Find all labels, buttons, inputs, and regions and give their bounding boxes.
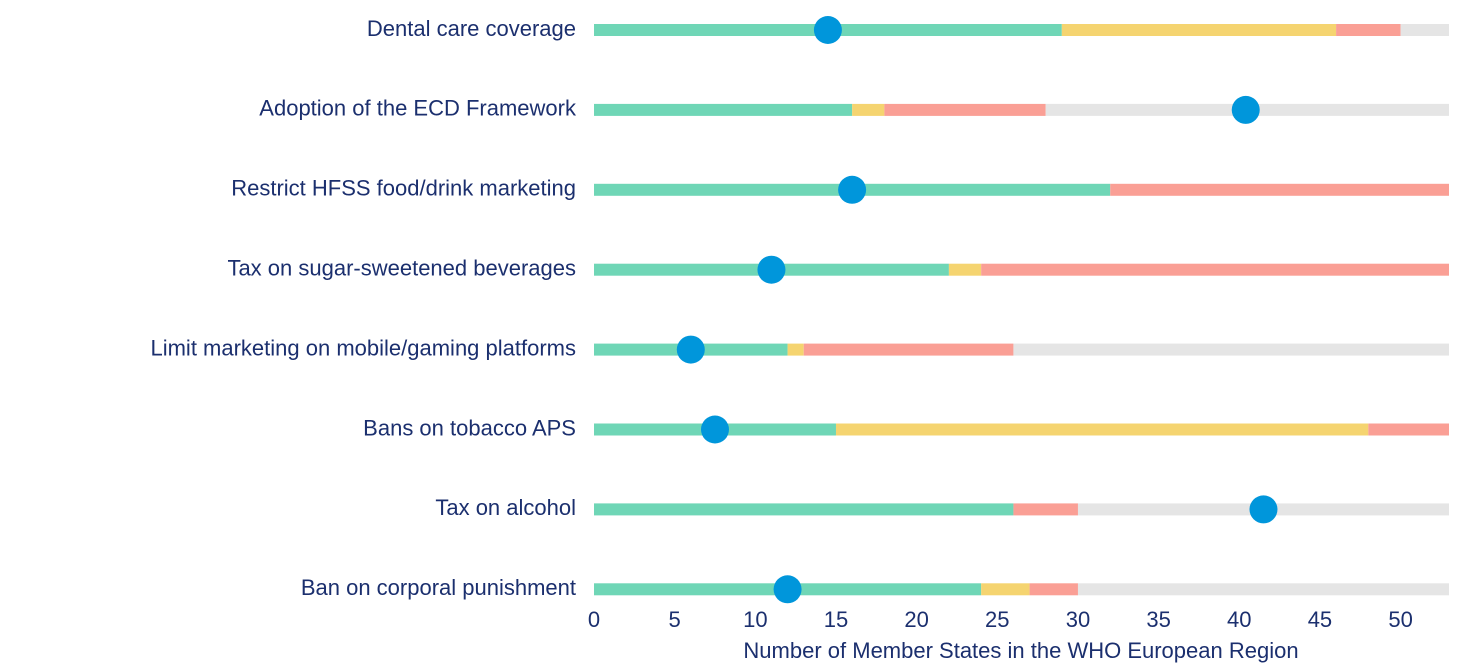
marker-dot <box>1231 95 1260 124</box>
marker-dot <box>773 575 802 604</box>
marker-dot <box>838 175 867 204</box>
bar-segment <box>1110 183 1449 196</box>
y-tick-label: Dental care coverage <box>367 16 576 41</box>
x-tick-label: 40 <box>1227 607 1251 632</box>
x-tick-label: 25 <box>985 607 1009 632</box>
x-tick-label: 10 <box>743 607 767 632</box>
bar-segment <box>852 103 885 116</box>
x-tick-label: 0 <box>588 607 600 632</box>
y-tick-label: Ban on corporal punishment <box>301 575 576 600</box>
x-tick-label: 45 <box>1308 607 1332 632</box>
bar-segment <box>1013 343 1449 356</box>
bar-segment <box>594 103 853 116</box>
bar-segment <box>884 103 1046 116</box>
x-tick-label: 5 <box>669 607 681 632</box>
x-tick-label: 35 <box>1146 607 1170 632</box>
y-tick-label: Tax on sugar-sweetened beverages <box>227 256 576 281</box>
marker-dot <box>700 415 729 444</box>
bar-segment <box>1368 423 1449 436</box>
marker-dot <box>813 16 842 44</box>
bar-segment <box>1077 583 1449 596</box>
marker-dot <box>1249 495 1278 524</box>
bar-segment <box>594 503 1014 516</box>
marker-dot <box>757 255 786 284</box>
bar-segment <box>803 343 1014 356</box>
y-tick-label: Adoption of the ECD Framework <box>259 96 577 121</box>
bar-segment <box>981 263 1449 276</box>
y-tick-label: Tax on alcohol <box>435 495 576 520</box>
bar-segment <box>1400 24 1449 36</box>
bar-segment <box>787 343 804 356</box>
y-tick-label: Restrict HFSS food/drink marketing <box>231 176 576 201</box>
bar-segment <box>948 263 982 276</box>
bar-segment <box>1029 583 1078 596</box>
x-tick-label: 50 <box>1388 607 1412 632</box>
bar-segment <box>835 423 1369 436</box>
x-tick-label: 30 <box>1066 607 1090 632</box>
y-tick-label: Bans on tobacco APS <box>363 415 576 440</box>
y-tick-label: Limit marketing on mobile/gaming platfor… <box>150 335 576 360</box>
bar-segment <box>1336 24 1401 36</box>
bar-segment <box>1013 503 1078 516</box>
x-tick-label: 20 <box>904 607 928 632</box>
x-tick-label: 15 <box>824 607 848 632</box>
bar-segment <box>981 583 1030 596</box>
x-axis-label: Number of Member States in the WHO Europ… <box>743 638 1298 663</box>
bar-segment <box>1061 24 1337 36</box>
marker-dot <box>676 335 705 364</box>
